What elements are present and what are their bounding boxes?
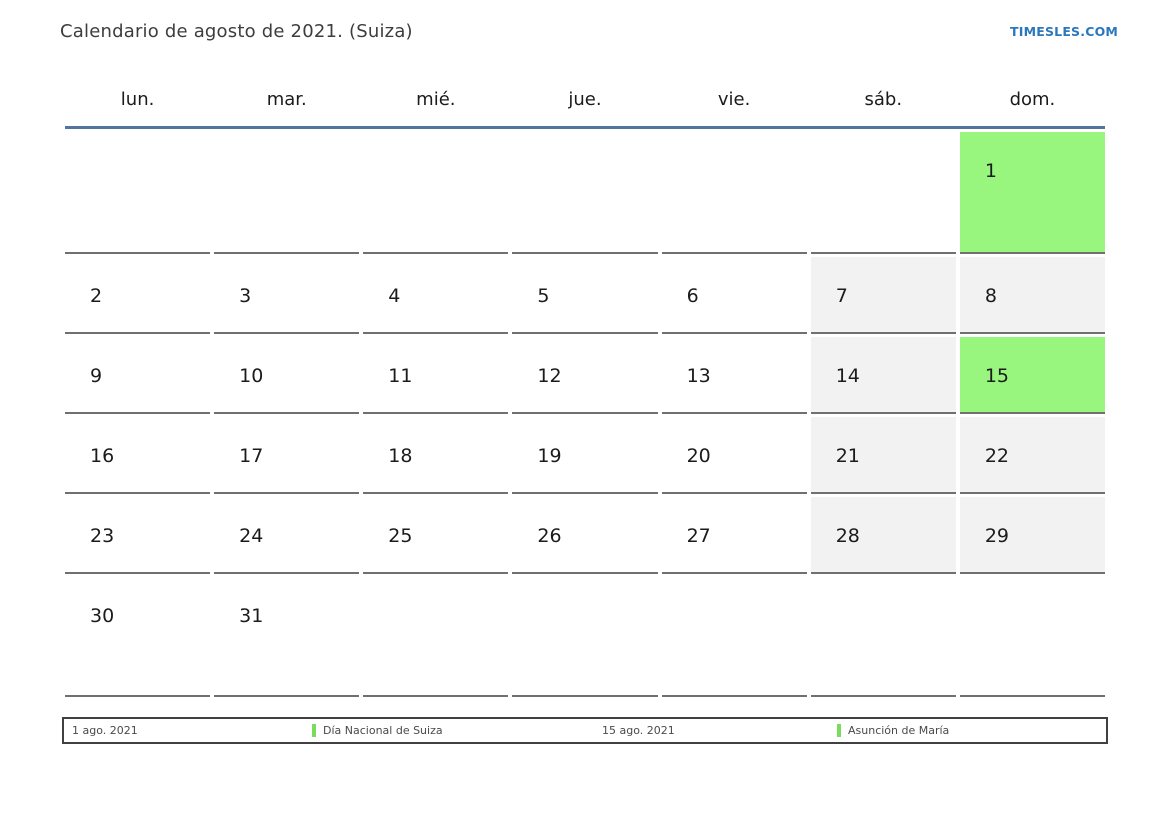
day-cell-9: 9 xyxy=(65,334,211,414)
day-cell-5: 5 xyxy=(512,254,658,334)
day-cell-12: 12 xyxy=(512,334,658,414)
day-cell-21: 21 xyxy=(810,414,956,494)
day-cell-22: 22 xyxy=(959,414,1105,494)
day-cell-6: 6 xyxy=(661,254,807,334)
day-cell-empty xyxy=(512,574,658,697)
day-cell-empty xyxy=(661,574,807,697)
weekday-label-sat: sáb. xyxy=(864,89,903,110)
day-cell-17: 17 xyxy=(214,414,360,494)
day-cell-empty xyxy=(661,129,807,254)
day-cell-11: 11 xyxy=(363,334,509,414)
day-cell-23: 23 xyxy=(65,494,211,574)
day-cell-empty xyxy=(810,574,956,697)
site-link[interactable]: TIMESLES.COM xyxy=(1010,24,1119,39)
day-grid: 1 2 3 4 5 6 7 8 9 10 11 12 13 14 15 16 17 18 19 20 21 22 23 24 2… xyxy=(65,129,1105,697)
legend-date-2: 15 ago. 2021 xyxy=(602,719,675,742)
legend-date-1: 1 ago. 2021 xyxy=(72,719,138,742)
weekday-label-mon: lun. xyxy=(120,89,155,110)
day-cell-20: 20 xyxy=(661,414,807,494)
legend-event-text: Asunción de María xyxy=(848,724,950,737)
day-cell-10: 10 xyxy=(214,334,360,414)
day-cell-31: 31 xyxy=(214,574,360,697)
day-cell-4: 4 xyxy=(363,254,509,334)
weekday-label-tue: mar. xyxy=(266,89,307,110)
day-cell-empty xyxy=(512,129,658,254)
holiday-marker-icon xyxy=(837,724,841,737)
weekday-label-fri: vie. xyxy=(717,89,751,110)
legend-bar: 1 ago. 2021 Día Nacional de Suiza 15 ago… xyxy=(62,717,1108,744)
holiday-marker-icon xyxy=(312,724,316,737)
day-cell-14: 14 xyxy=(810,334,956,414)
day-cell-3: 3 xyxy=(214,254,360,334)
legend-event-2: Asunción de María xyxy=(837,719,949,742)
day-cell-empty xyxy=(65,129,211,254)
day-cell-empty xyxy=(363,129,509,254)
page-title: Calendario de agosto de 2021. (Suiza) xyxy=(60,21,413,42)
day-cell-30: 30 xyxy=(65,574,211,697)
day-cell-2: 2 xyxy=(65,254,211,334)
day-cell-24: 24 xyxy=(214,494,360,574)
day-cell-19: 19 xyxy=(512,414,658,494)
day-cell-25: 25 xyxy=(363,494,509,574)
day-cell-16: 16 xyxy=(65,414,211,494)
weekday-label-sun: dom. xyxy=(1009,89,1056,110)
day-cell-empty xyxy=(959,574,1105,697)
day-cell-7: 7 xyxy=(810,254,956,334)
day-cell-15: 15 xyxy=(959,334,1105,414)
day-cell-29: 29 xyxy=(959,494,1105,574)
day-cell-13: 13 xyxy=(661,334,807,414)
weekday-label-wed: mié. xyxy=(416,89,456,110)
day-cell-empty xyxy=(363,574,509,697)
day-cell-27: 27 xyxy=(661,494,807,574)
day-cell-28: 28 xyxy=(810,494,956,574)
legend-event-text: Día Nacional de Suiza xyxy=(323,724,443,737)
legend-date-text: 1 ago. 2021 xyxy=(72,724,138,737)
day-cell-empty xyxy=(214,129,360,254)
day-cell-18: 18 xyxy=(363,414,509,494)
day-cell-1: 1 xyxy=(959,129,1105,254)
day-cell-empty xyxy=(810,129,956,254)
day-cell-8: 8 xyxy=(959,254,1105,334)
weekday-label-thu: jue. xyxy=(568,89,602,110)
weekday-header-row: lun. mar. mié. jue. vie. sáb. dom. xyxy=(65,84,1105,129)
legend-date-text: 15 ago. 2021 xyxy=(602,724,675,737)
day-cell-26: 26 xyxy=(512,494,658,574)
legend-event-1: Día Nacional de Suiza xyxy=(312,719,443,742)
